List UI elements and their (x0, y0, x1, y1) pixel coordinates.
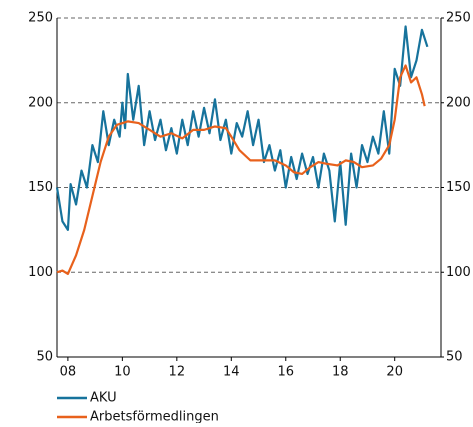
y2-tick-label: 100 (446, 265, 471, 280)
legend-label: AKU (90, 391, 117, 406)
x-tick-label: 08 (60, 365, 77, 380)
legend-label: Arbetsförmedlingen (90, 410, 219, 424)
y2-tick-label: 50 (446, 350, 463, 365)
y-tick-label: 100 (28, 265, 53, 280)
y-tick-label: 150 (28, 180, 53, 195)
data-line (55, 25, 429, 231)
x-tick-label: 18 (332, 365, 349, 380)
y-tick-label: 200 (28, 95, 53, 110)
x-tick-label: 14 (223, 365, 240, 380)
x-tick-label: 12 (169, 365, 186, 380)
y2-tick-label: 250 (446, 11, 471, 26)
y-tick-label: 50 (36, 350, 53, 365)
y2-tick-label: 150 (446, 180, 471, 195)
y2-tick-label: 200 (446, 95, 471, 110)
x-tick-label: 16 (277, 365, 294, 380)
y-tick-label: 250 (28, 11, 53, 26)
data-line (56, 64, 426, 276)
x-tick-label: 10 (114, 365, 131, 380)
x-tick-label: 20 (386, 365, 403, 380)
